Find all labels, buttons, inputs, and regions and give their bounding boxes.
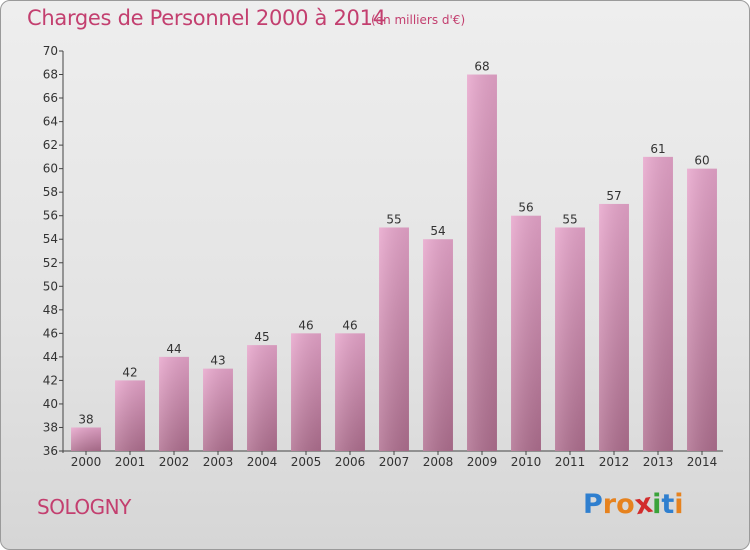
logo-letter: t xyxy=(661,489,675,520)
value-label: 45 xyxy=(254,330,269,344)
bar-shading xyxy=(115,380,145,451)
value-label: 46 xyxy=(298,318,313,332)
x-tick-label: 2009 xyxy=(467,455,498,469)
value-label: 42 xyxy=(122,365,137,379)
value-labels: 38 42 44 43 45 46 46 55 54 68 56 55 57 61 60 xyxy=(78,60,709,427)
value-label: 43 xyxy=(210,354,225,368)
value-label: 55 xyxy=(386,212,401,226)
x-tick-label: 2004 xyxy=(247,455,278,469)
bar-shading xyxy=(247,345,277,451)
y-tick-label: 62 xyxy=(43,138,58,152)
y-tick-label: 70 xyxy=(43,44,58,58)
x-tick-label: 2000 xyxy=(71,455,102,469)
logo-letter: r xyxy=(602,489,617,520)
bar-shading xyxy=(643,156,673,451)
proxiti-logo: Proxiti xyxy=(583,488,684,522)
axes: 36 38 40 42 44 46 48 50 52 54 56 58 60 62 64 66 68 70 2000… xyxy=(43,44,723,469)
y-tick-label: 42 xyxy=(43,373,58,387)
value-label: 57 xyxy=(606,189,621,203)
y-tick-label: 46 xyxy=(43,326,58,340)
y-tick-label: 48 xyxy=(43,303,58,317)
value-label: 38 xyxy=(78,412,93,426)
value-label: 68 xyxy=(474,60,489,74)
value-label: 54 xyxy=(430,224,445,238)
value-label: 46 xyxy=(342,318,357,332)
y-tick-label: 64 xyxy=(43,115,58,129)
x-tick-label: 2001 xyxy=(115,455,146,469)
bar-shading xyxy=(335,333,365,451)
value-label: 60 xyxy=(694,154,709,168)
x-tick-label: 2007 xyxy=(379,455,410,469)
y-tick-label: 60 xyxy=(43,162,58,176)
bar-shading xyxy=(599,203,629,451)
y-tick-label: 40 xyxy=(43,397,58,411)
x-tick-label: 2014 xyxy=(687,455,718,469)
x-tick-label: 2013 xyxy=(643,455,674,469)
x-tick-label: 2008 xyxy=(423,455,454,469)
y-tick-label: 36 xyxy=(43,444,58,458)
y-tick-label: 56 xyxy=(43,209,58,223)
y-tick-label: 50 xyxy=(43,279,58,293)
bars xyxy=(71,74,717,451)
x-tick-label: 2012 xyxy=(599,455,630,469)
bar-shading xyxy=(555,227,585,451)
y-tick-label: 38 xyxy=(43,420,58,434)
y-tick-label: 58 xyxy=(43,185,58,199)
bar-shading xyxy=(687,168,717,451)
value-label: 55 xyxy=(562,212,577,226)
chart-subtitle: (en milliers d'€) xyxy=(371,13,466,27)
x-tick-label: 2003 xyxy=(203,455,234,469)
x-tick-label: 2005 xyxy=(291,455,322,469)
bar-shading xyxy=(423,239,453,451)
x-tick-label: 2002 xyxy=(159,455,190,469)
y-tick-label: 44 xyxy=(43,350,58,364)
x-tick-label: 2011 xyxy=(555,455,586,469)
value-label: 44 xyxy=(166,342,181,356)
bar-shading xyxy=(379,227,409,451)
bar-shading xyxy=(203,368,233,451)
bar-shading xyxy=(467,74,497,451)
y-tick-label: 66 xyxy=(43,91,58,105)
commune-name: SOLOGNY xyxy=(37,495,131,519)
value-label: 56 xyxy=(518,201,533,215)
y-tick-label: 52 xyxy=(43,256,58,270)
x-tick-label: 2006 xyxy=(335,455,366,469)
logo-letter: P xyxy=(583,489,603,520)
logo-letter: i xyxy=(674,489,684,520)
logo-letter: i xyxy=(652,489,662,520)
bar-shading xyxy=(159,356,189,451)
bar-shading xyxy=(291,333,321,451)
value-label: 61 xyxy=(650,142,665,156)
y-tick-label: 54 xyxy=(43,232,58,246)
chart-title: Charges de Personnel 2000 à 2014 xyxy=(27,6,386,30)
bar-shading xyxy=(71,427,101,451)
y-tick-label: 68 xyxy=(43,68,58,82)
bar-shading xyxy=(511,215,541,451)
x-tick-label: 2010 xyxy=(511,455,542,469)
logo-letter: o xyxy=(616,489,635,520)
